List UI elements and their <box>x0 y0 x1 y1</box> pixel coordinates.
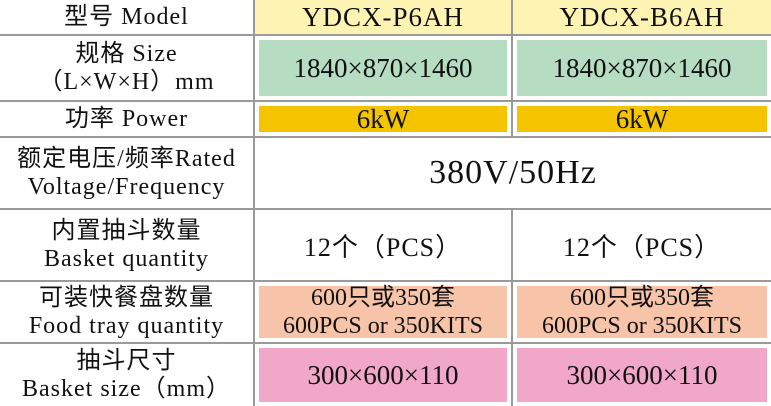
food-tray-label-line1: 可装快餐盘数量 <box>39 285 214 311</box>
model-col2: YDCX-B6AH <box>559 1 725 32</box>
basket-qty-label-line2: Basket quantity <box>44 246 209 272</box>
basket-qty-col1: 12个（PCS） <box>303 232 463 262</box>
power-col2-fill: 6kW <box>517 103 767 134</box>
size-label-line2: （L×W×H）mm <box>38 69 215 95</box>
size-col1: 1840×870×1460 <box>293 52 473 83</box>
food-tray-col2-cell: 600只或350套 600PCS or 350KITS <box>513 282 771 344</box>
food-tray-col2-line1: 600只或350套 <box>570 285 714 311</box>
food-tray-col1-cell: 600只或350套 600PCS or 350KITS <box>255 282 513 344</box>
basket-qty-label-line1: 内置抽斗数量 <box>51 218 202 244</box>
basket-size-col1: 300×600×110 <box>307 359 459 390</box>
basket-size-col1-cell: 300×600×110 <box>255 344 513 406</box>
size-label-line1: 规格 Size <box>75 41 178 67</box>
size-col2: 1840×870×1460 <box>552 52 732 83</box>
food-tray-label-line2: Food tray quantity <box>28 313 225 339</box>
voltage-value-cell: 380V/50Hz <box>255 138 771 210</box>
basket-size-col1-fill: 300×600×110 <box>259 348 507 402</box>
power-col1-cell: 6kW <box>255 102 513 138</box>
power-col1-fill: 6kW <box>259 103 507 134</box>
basket-size-label-cell: 抽斗尺寸 Basket size（mm） <box>0 344 255 406</box>
basket-qty-col1-cell: 12个（PCS） <box>255 210 513 282</box>
size-col2-cell: 1840×870×1460 <box>513 36 771 102</box>
basket-size-label-line2: Basket size（mm） <box>22 376 231 402</box>
basket-qty-col2-cell: 12个（PCS） <box>513 210 771 282</box>
power-col1: 6kW <box>356 103 410 134</box>
model-col1-cell: YDCX-P6AH <box>255 0 513 36</box>
basket-size-label-line1: 抽斗尺寸 <box>76 348 177 374</box>
basket-size-col2-fill: 300×600×110 <box>517 348 767 402</box>
voltage-label-line2: Voltage/Frequency <box>27 174 226 200</box>
basket-qty-col2: 12个（PCS） <box>562 232 722 262</box>
size-col1-fill: 1840×870×1460 <box>259 40 507 96</box>
food-tray-col1-line1: 600只或350套 <box>311 285 455 311</box>
food-tray-col1-line2: 600PCS or 350KITS <box>282 313 484 339</box>
size-col2-fill: 1840×870×1460 <box>517 40 767 96</box>
voltage-label-line1: 额定电压/频率Rated <box>17 146 236 172</box>
voltage-label-cell: 额定电压/频率Rated Voltage/Frequency <box>0 138 255 210</box>
power-label: 功率 Power <box>64 106 189 132</box>
voltage-value: 380V/50Hz <box>429 154 597 191</box>
size-label-cell: 规格 Size （L×W×H）mm <box>0 36 255 102</box>
food-tray-label-cell: 可装快餐盘数量 Food tray quantity <box>0 282 255 344</box>
food-tray-col1-fill: 600只或350套 600PCS or 350KITS <box>259 285 507 339</box>
size-col1-cell: 1840×870×1460 <box>255 36 513 102</box>
food-tray-col2-line2: 600PCS or 350KITS <box>541 313 743 339</box>
basket-size-col2: 300×600×110 <box>566 359 718 390</box>
model-col1: YDCX-P6AH <box>301 1 464 32</box>
food-tray-col2-fill: 600只或350套 600PCS or 350KITS <box>517 285 767 339</box>
basket-qty-label-cell: 内置抽斗数量 Basket quantity <box>0 210 255 282</box>
power-col2-cell: 6kW <box>513 102 771 138</box>
basket-size-col2-cell: 300×600×110 <box>513 344 771 406</box>
power-col2: 6kW <box>615 103 669 134</box>
model-col2-cell: YDCX-B6AH <box>513 0 771 36</box>
power-label-cell: 功率 Power <box>0 102 255 138</box>
model-label-cell: 型号 Model <box>0 0 255 36</box>
model-label: 型号 Model <box>64 4 189 30</box>
